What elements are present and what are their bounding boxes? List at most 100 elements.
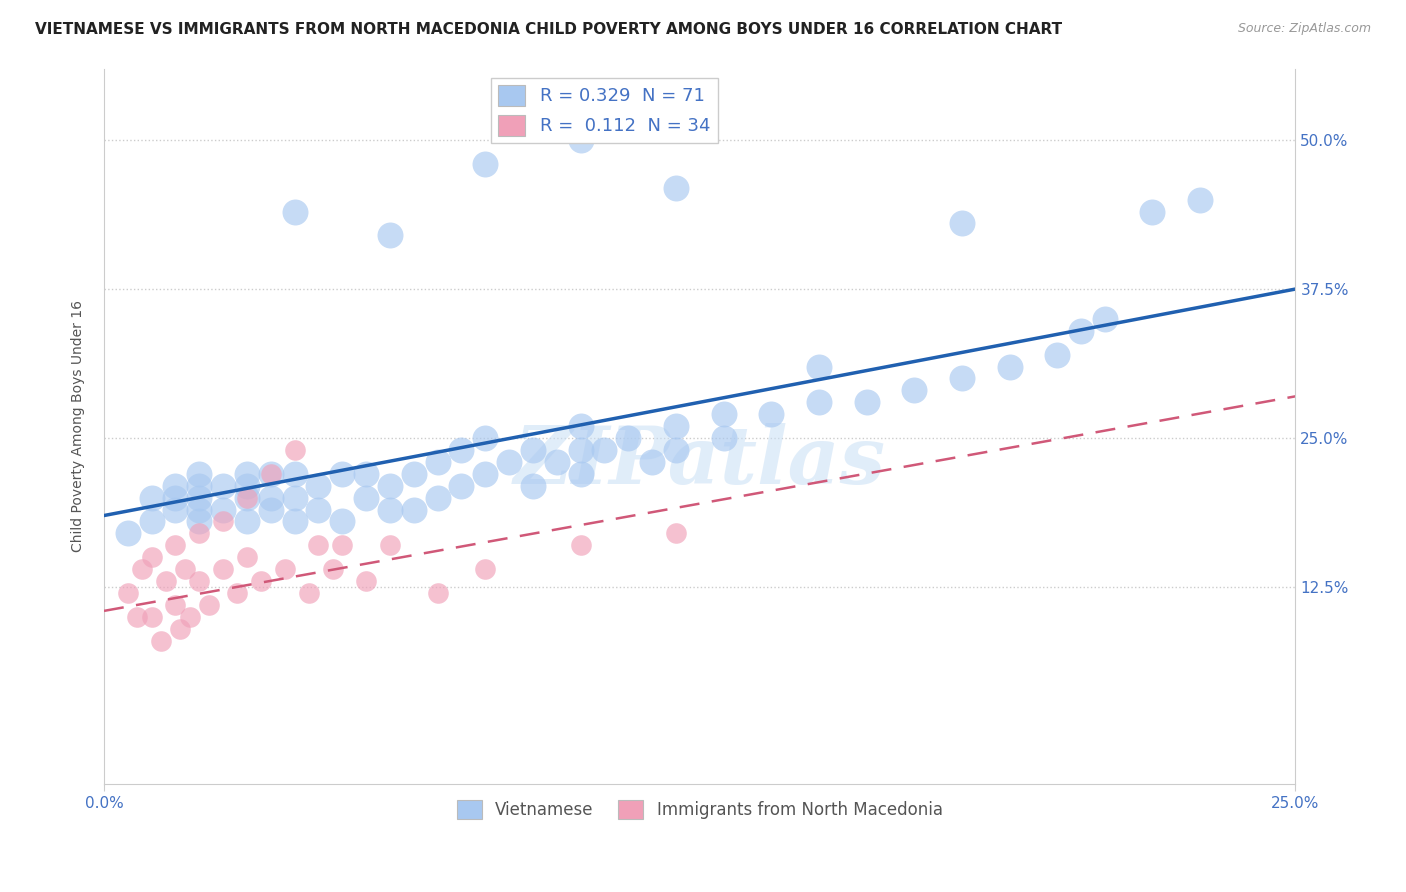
Point (165, 479, 187, 493)
Point (522, 442, 544, 457)
Point (903, 384, 925, 398)
Point (165, 502, 187, 516)
Point (284, 467, 307, 481)
Point (260, 502, 283, 516)
Point (330, 538, 353, 552)
Point (250, 574, 273, 588)
Point (284, 515, 307, 529)
Point (165, 538, 187, 552)
Point (212, 515, 235, 529)
Point (150, 633, 173, 648)
Point (807, 395, 830, 409)
Point (284, 491, 307, 505)
Point (322, 562, 344, 576)
Point (188, 574, 211, 588)
Point (402, 467, 425, 481)
Point (141, 610, 163, 624)
Point (665, 419, 688, 434)
Point (522, 479, 544, 493)
Point (474, 562, 496, 576)
Point (569, 442, 592, 457)
Point (236, 491, 259, 505)
Point (330, 467, 353, 481)
Point (665, 526, 688, 541)
Point (298, 586, 321, 600)
Point (236, 479, 259, 493)
Point (474, 431, 496, 445)
Point (665, 180, 688, 194)
Point (174, 562, 197, 576)
Point (713, 407, 735, 421)
Point (179, 610, 201, 624)
Point (807, 359, 830, 374)
Point (498, 455, 520, 469)
Point (474, 157, 496, 171)
Point (212, 562, 235, 576)
Point (165, 598, 187, 612)
Point (569, 538, 592, 552)
Point (378, 228, 401, 243)
Point (284, 204, 307, 219)
Point (236, 491, 259, 505)
Point (950, 371, 973, 385)
Point (426, 491, 449, 505)
Text: Source: ZipAtlas.com: Source: ZipAtlas.com (1237, 22, 1371, 36)
Point (155, 574, 177, 588)
Point (260, 467, 283, 481)
Point (378, 479, 401, 493)
Point (117, 526, 139, 541)
Point (1046, 348, 1069, 362)
Point (665, 442, 688, 457)
Point (274, 562, 297, 576)
Point (761, 407, 783, 421)
Point (127, 610, 149, 624)
Point (950, 217, 973, 231)
Point (1070, 324, 1092, 338)
Point (141, 515, 163, 529)
Point (117, 586, 139, 600)
Point (426, 586, 449, 600)
Point (426, 455, 449, 469)
Point (141, 550, 163, 565)
Point (474, 467, 496, 481)
Point (546, 455, 568, 469)
Point (188, 502, 211, 516)
Point (260, 467, 283, 481)
Point (998, 359, 1021, 374)
Point (188, 467, 211, 481)
Point (212, 479, 235, 493)
Text: ZIPatlas: ZIPatlas (513, 423, 886, 500)
Y-axis label: Child Poverty Among Boys Under 16: Child Poverty Among Boys Under 16 (72, 300, 86, 552)
Point (354, 467, 377, 481)
Point (260, 491, 283, 505)
Point (569, 419, 592, 434)
Text: VIETNAMESE VS IMMIGRANTS FROM NORTH MACEDONIA CHILD POVERTY AMONG BOYS UNDER 16 : VIETNAMESE VS IMMIGRANTS FROM NORTH MACE… (35, 22, 1063, 37)
Point (131, 562, 153, 576)
Point (402, 502, 425, 516)
Point (236, 515, 259, 529)
Point (569, 133, 592, 147)
Point (307, 538, 329, 552)
Point (141, 491, 163, 505)
Point (307, 479, 329, 493)
Point (450, 442, 472, 457)
Point (855, 395, 877, 409)
Point (569, 467, 592, 481)
Point (188, 479, 211, 493)
Point (188, 526, 211, 541)
Point (1142, 204, 1164, 219)
Point (1189, 193, 1212, 207)
Point (450, 479, 472, 493)
Point (307, 502, 329, 516)
Point (169, 622, 191, 636)
Point (354, 574, 377, 588)
Point (188, 491, 211, 505)
Point (378, 538, 401, 552)
Point (226, 586, 249, 600)
Point (378, 502, 401, 516)
Point (354, 491, 377, 505)
Point (593, 442, 616, 457)
Point (284, 442, 307, 457)
Point (617, 431, 640, 445)
Point (236, 550, 259, 565)
